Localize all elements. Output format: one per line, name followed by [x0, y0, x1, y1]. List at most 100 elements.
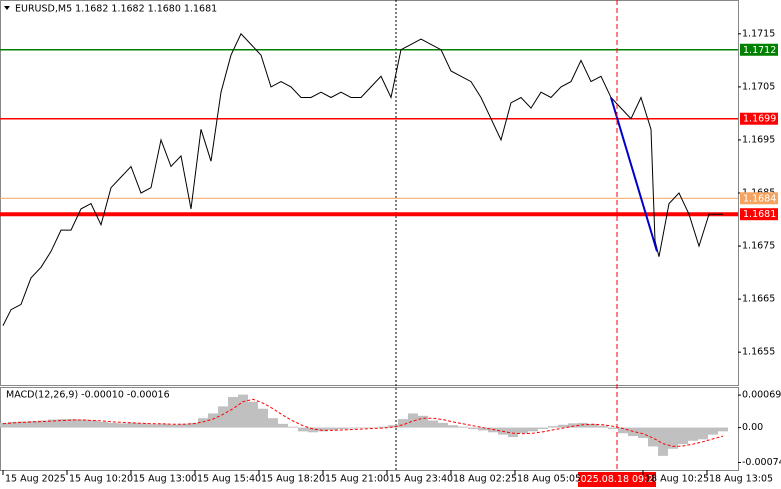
macd-bar — [368, 427, 378, 429]
x-tick-label: 18 Aug 10:25 — [645, 474, 709, 485]
price-line — [2, 32, 723, 326]
macd-bar — [298, 427, 308, 432]
macd-bar — [718, 427, 728, 432]
macd-bar — [328, 427, 338, 430]
cursor-label: 2025.08.18 09:20 — [575, 474, 660, 485]
macd-bar — [38, 420, 48, 428]
macd-bar — [678, 427, 688, 445]
macd-bar — [248, 401, 258, 428]
y-tick-label: 1.1675 — [742, 241, 775, 252]
price-panel — [0, 0, 739, 386]
x-tick-label: 15 Aug 21:00 — [325, 474, 389, 485]
macd-bar — [468, 427, 478, 429]
x-tick-label: 18 Aug 05:05 — [517, 474, 581, 485]
macd-bar — [8, 421, 18, 428]
macd-bar — [128, 422, 138, 428]
level-label-box — [740, 208, 778, 221]
x-tick-label: 15 Aug 18:20 — [261, 474, 325, 485]
macd-bar — [338, 427, 348, 429]
macd-bar — [448, 425, 458, 428]
macd-bar — [288, 426, 298, 428]
macd-bar — [518, 427, 528, 434]
macd-bar — [48, 419, 58, 428]
level-label: 1.1684 — [743, 193, 776, 204]
macd-bar — [228, 396, 238, 428]
level-label-box — [740, 192, 778, 205]
level-label: 1.1681 — [743, 209, 776, 220]
macd-bar — [98, 421, 108, 428]
macd-bar — [418, 415, 428, 428]
macd-title: MACD(12,26,9) -0.00010 -0.00016 — [6, 390, 170, 401]
level-label: 1.1699 — [743, 114, 776, 125]
chart-title: EURUSD,M5 1.1682 1.1682 1.1680 1.1681 — [15, 4, 217, 15]
x-tick-label: 18 Aug 13:05 — [709, 474, 773, 485]
macd-bar — [658, 427, 668, 456]
macd-bar — [378, 426, 388, 428]
macd-bar — [278, 423, 288, 428]
macd-bar — [0, 422, 8, 428]
macd-bar — [58, 419, 68, 428]
macd-bar — [28, 420, 38, 428]
macd-bar — [148, 424, 158, 428]
macd-bar — [198, 418, 208, 428]
macd-bar — [358, 427, 368, 429]
macd-bar — [478, 427, 488, 431]
macd-bar — [428, 420, 438, 428]
y-tick-label: 1.1665 — [742, 294, 775, 305]
macd-bar — [608, 427, 618, 429]
macd-bar — [318, 427, 328, 432]
macd-bar — [308, 427, 318, 433]
macd-bar — [108, 422, 118, 428]
macd-bar — [408, 413, 418, 428]
x-tick-label: 15 Aug 15:40 — [197, 474, 261, 485]
macd-bar — [438, 422, 448, 428]
macd-bar — [668, 427, 678, 449]
macd-bar — [598, 425, 608, 428]
x-tick-label: 15 Aug 2025 — [5, 474, 66, 485]
macd-bar — [538, 427, 548, 429]
macd-bar — [388, 425, 398, 428]
macd-bar — [688, 427, 698, 441]
macd-bar — [548, 426, 558, 428]
macd-bar — [268, 418, 278, 428]
level-label-box — [740, 112, 778, 125]
macd-bar — [638, 427, 648, 438]
x-tick-label: 15 Aug 23:40 — [389, 474, 453, 485]
macd-bar — [118, 423, 128, 428]
macd-bar — [458, 426, 468, 428]
macd-bar — [398, 419, 408, 428]
y-tick-label: 0.00069 — [742, 390, 781, 401]
level-label: 1.1712 — [743, 45, 776, 56]
macd-bar — [18, 421, 28, 428]
cursor-label-box — [578, 472, 656, 487]
y-tick-label: -0.00074 — [742, 457, 781, 468]
x-tick-label: 15 Aug 10:20 — [69, 474, 133, 485]
macd-bar — [708, 427, 718, 435]
macd-bar — [218, 406, 228, 428]
macd-bar — [138, 423, 148, 428]
menu-arrow — [4, 6, 10, 10]
macd-bar — [208, 413, 218, 428]
macd-bar — [178, 423, 188, 428]
macd-bar — [568, 423, 578, 428]
macd-bar — [168, 424, 178, 428]
macd-bar — [238, 394, 248, 428]
macd-bar — [78, 419, 88, 428]
macd-bar — [528, 427, 538, 432]
y-tick-label: 1.1655 — [742, 347, 775, 358]
signal-line — [2, 398, 724, 447]
macd-bar — [158, 423, 168, 428]
macd-bar — [348, 427, 358, 429]
level-label-box — [740, 43, 778, 56]
macd-bar — [618, 427, 628, 434]
x-tick-label: 15 Aug 13:00 — [133, 474, 197, 485]
macd-bar — [558, 424, 568, 428]
macd-bar — [698, 427, 708, 440]
macd-bar — [68, 419, 78, 428]
macd-bar — [508, 427, 518, 438]
macd-bar — [88, 420, 98, 428]
macd-bar — [588, 423, 598, 428]
y-tick-label: 1.1695 — [742, 134, 775, 145]
trend-line — [610, 97, 658, 252]
